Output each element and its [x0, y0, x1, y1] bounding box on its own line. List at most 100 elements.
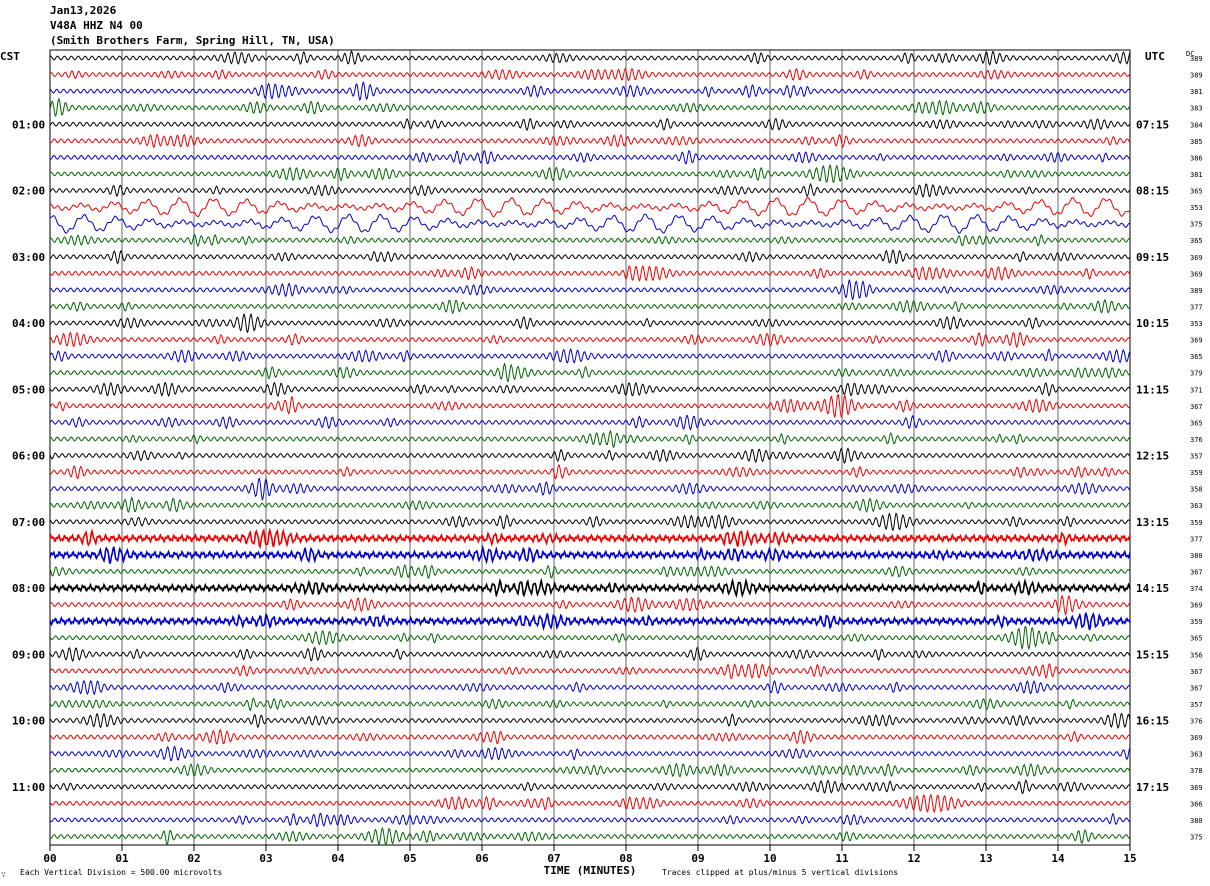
seismic-trace	[49, 97, 1131, 117]
seismic-trace	[49, 348, 1131, 364]
seismic-trace	[49, 248, 1131, 265]
dc-offset-label: 356	[1190, 651, 1203, 659]
dc-offset-label: 378	[1190, 767, 1203, 775]
x-tick-label: 02	[187, 852, 200, 865]
utc-hour-label: 07:15	[1136, 118, 1169, 131]
seismic-trace	[49, 213, 1130, 234]
seismic-trace	[50, 429, 1131, 448]
seismic-trace	[49, 812, 1131, 828]
seismic-trace	[49, 149, 1131, 165]
dc-offset-label: 377	[1190, 303, 1203, 311]
seismic-trace	[49, 697, 1131, 712]
dc-offset-label: 369	[1190, 734, 1203, 742]
dc-offset-label: 369	[1190, 270, 1203, 278]
x-tick-label: 13	[979, 852, 992, 865]
chart-labels: 00 01 02 03 04 05 06 07 08 09 10 11 12 13 14 15 TIME (MI…	[12, 55, 1203, 877]
seismic-trace	[49, 728, 1131, 745]
utc-hour-label: 11:15	[1136, 383, 1169, 396]
dc-offset-label: 369	[1190, 254, 1203, 262]
seismic-trace	[49, 512, 1131, 532]
x-tick-label: 00	[43, 852, 56, 865]
seismic-trace	[49, 496, 1131, 513]
chart-grid	[49, 49, 1131, 851]
x-tick-label: 06	[475, 852, 489, 865]
seismic-trace	[49, 477, 1131, 501]
dc-offset-label: 358	[1190, 486, 1203, 494]
seismic-trace	[49, 793, 1131, 814]
utc-hour-label: 12:15	[1136, 450, 1169, 463]
utc-hour-label: 13:15	[1136, 516, 1169, 529]
dc-offset-label: 380	[1190, 552, 1203, 560]
dc-offset-label: 380	[1190, 817, 1203, 825]
utc-hour-label: 15:15	[1136, 648, 1169, 661]
dc-offset-label: 376	[1190, 436, 1203, 444]
utc-hour-label: 08:15	[1136, 185, 1169, 198]
seismic-trace	[49, 414, 1131, 431]
scale-note: Each Vertical Division = 500.00 microvol…	[20, 868, 223, 877]
x-tick-label: 05	[403, 852, 416, 865]
dc-offset-label: 389	[1190, 287, 1203, 295]
cst-hour-label: 03:00	[12, 251, 45, 264]
station-location: (Smith Brothers Farm, Spring Hill, TN, U…	[50, 34, 335, 47]
utc-hour-label: 14:15	[1136, 582, 1169, 595]
dc-offset-label: 363	[1190, 751, 1203, 759]
dc-offset-label: 363	[1190, 502, 1203, 510]
dc-offset-label: 385	[1190, 138, 1203, 146]
dc-offset-label: 359	[1190, 469, 1203, 477]
x-axis-label: TIME (MINUTES)	[544, 864, 637, 877]
corner-mark: ∵	[1, 870, 6, 879]
seismic-trace	[49, 381, 1131, 398]
dc-offset-label: 367	[1190, 568, 1203, 576]
dc-offset-label: 375	[1190, 221, 1203, 229]
seismic-trace	[49, 67, 1131, 81]
seismic-trace	[49, 182, 1131, 198]
seismic-trace	[49, 312, 1131, 334]
seismic-trace	[49, 464, 1131, 480]
cst-hour-label: 07:00	[12, 516, 45, 529]
dc-offset-label: 353	[1190, 320, 1203, 328]
plot-frame	[49, 49, 1131, 846]
dc-offset-label: 367	[1190, 403, 1203, 411]
seismic-trace	[49, 577, 1131, 599]
x-tick-label: 15	[1123, 852, 1136, 865]
dc-offset-label: 365	[1190, 237, 1203, 245]
cst-hour-label: 02:00	[12, 185, 45, 198]
x-tick-label: 11	[835, 852, 849, 865]
dc-offset-label: 371	[1190, 386, 1203, 394]
x-tick-label: 07	[547, 852, 560, 865]
dc-offset-label: 389	[1190, 72, 1203, 80]
cst-hour-label: 01:00	[12, 118, 45, 131]
seismic-trace	[49, 762, 1131, 778]
utc-hour-label: 10:15	[1136, 317, 1169, 330]
x-tick-label: 14	[1051, 852, 1065, 865]
dc-offset-label: 365	[1190, 635, 1203, 643]
seismic-trace	[49, 265, 1131, 282]
seismic-trace	[49, 447, 1131, 464]
cst-hour-label: 05:00	[12, 383, 45, 396]
dc-offset-label: 357	[1190, 701, 1203, 709]
seismic-trace	[49, 611, 1131, 632]
utc-hour-label: 17:15	[1136, 781, 1169, 794]
dc-offset-label: 359	[1190, 519, 1203, 527]
dc-offset-label: 367	[1190, 684, 1203, 692]
seismic-trace	[49, 663, 1131, 680]
seismic-trace	[49, 133, 1131, 148]
dc-offset-label: 379	[1190, 370, 1203, 378]
dc-offset-label: 369	[1190, 602, 1203, 610]
x-tick-label: 04	[331, 852, 345, 865]
right-axis-title: UTC	[1145, 50, 1165, 63]
seismic-trace	[49, 331, 1131, 349]
seismic-trace	[49, 394, 1131, 419]
seismic-trace	[49, 362, 1131, 383]
seismic-trace	[49, 544, 1131, 565]
dc-offset-label: 365	[1190, 188, 1203, 196]
x-tick-label: 03	[259, 852, 272, 865]
seismic-trace	[49, 117, 1131, 132]
dc-offset-label: 353	[1190, 204, 1203, 212]
dc-offset-label: 369	[1190, 784, 1203, 792]
plot-date: Jan13,2026	[50, 4, 117, 17]
dc-offset-label: 367	[1190, 668, 1203, 676]
dc-offset-label: 386	[1190, 154, 1203, 162]
seismic-trace	[49, 779, 1131, 795]
